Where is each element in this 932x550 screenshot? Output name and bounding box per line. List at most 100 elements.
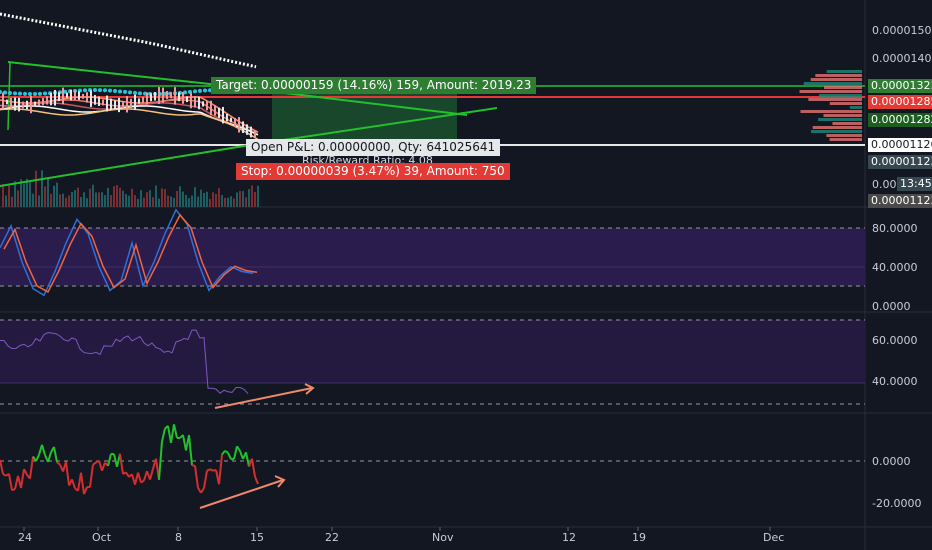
volume-profile-bar — [810, 78, 862, 81]
osc-segment — [92, 461, 97, 466]
volume-bar — [245, 197, 247, 207]
volume-profile-bar — [832, 122, 862, 125]
candle — [2, 92, 4, 109]
cyan-ma-dot — [193, 89, 197, 94]
candle — [158, 87, 160, 104]
volume-bar — [95, 192, 97, 207]
osc-segment — [173, 424, 178, 439]
candle — [130, 98, 132, 109]
osc-segment — [80, 472, 85, 495]
osc-segment — [245, 452, 250, 467]
candle — [250, 126, 252, 138]
candle — [234, 117, 236, 127]
osc-segment — [122, 471, 127, 475]
volume-profile-bar — [826, 134, 862, 137]
osc-segment — [221, 450, 226, 456]
candle — [54, 89, 56, 106]
volume-bar — [143, 197, 145, 207]
target-label[interactable]: Target: 0.00000159 (14.16%) 159, Amount:… — [211, 77, 537, 94]
price-tag-volume: 0.00001123 — [868, 194, 932, 208]
candle — [70, 89, 72, 101]
volume-bar — [176, 190, 178, 207]
volume-bar — [23, 184, 25, 207]
volume-bar — [155, 185, 157, 207]
volume-bar — [158, 198, 160, 207]
osc-divergence-arrow — [199, 479, 284, 509]
candle — [194, 96, 196, 108]
time-axis-label: 15 — [250, 531, 264, 544]
volume-bar — [35, 170, 37, 207]
stop-label[interactable]: Stop: 0.00000039 (3.47%) 39, Amount: 750 — [236, 163, 510, 180]
osc-segment — [140, 479, 145, 484]
volume-bar — [248, 189, 250, 207]
volume-profile-bar — [819, 94, 862, 97]
candle — [230, 117, 232, 123]
cyan-ma-dot — [138, 91, 142, 96]
candle — [82, 93, 84, 99]
volume-bar — [242, 191, 244, 207]
candle — [226, 113, 228, 122]
candle — [18, 97, 20, 112]
volume-profile-bar — [810, 130, 862, 133]
cyan-ma-dot — [0, 90, 2, 94]
osc-segment — [161, 428, 166, 442]
candle — [50, 92, 52, 106]
candle — [246, 124, 248, 135]
volume-bar — [194, 187, 196, 207]
volume-bar — [182, 191, 184, 207]
time-axis-label: 24 — [18, 531, 32, 544]
volume-profile-bar — [823, 114, 862, 117]
volume-bar — [221, 194, 223, 207]
volume-bar — [188, 198, 190, 207]
candle — [198, 96, 200, 110]
volume-bar — [80, 196, 82, 207]
osc-segment — [233, 446, 238, 460]
candle — [190, 92, 192, 109]
volume-bar — [14, 181, 16, 207]
volume-bar — [8, 185, 10, 207]
volume-bar — [164, 189, 166, 207]
osc-segment — [47, 452, 52, 463]
candle — [142, 96, 144, 103]
osc-segment — [71, 478, 76, 489]
arrow-head — [304, 383, 315, 395]
cyan-ma-dot — [103, 88, 107, 93]
cyan-ma-dot — [203, 88, 207, 93]
candle — [242, 121, 244, 133]
cyan-ma-dot — [13, 91, 17, 96]
open-pnl-label[interactable]: Open P&L: 0.00000000, Qty: 641025641 — [246, 139, 501, 156]
osc-segment — [206, 468, 211, 472]
volume-bar — [137, 198, 139, 207]
cyan-ma-dot — [18, 91, 22, 96]
volume-bar — [170, 196, 172, 207]
candle — [106, 95, 108, 112]
candle — [98, 96, 100, 106]
osc-segment — [29, 456, 34, 479]
cyan-ma-dot — [113, 88, 117, 93]
volume-bar — [209, 198, 211, 207]
volume-bar — [152, 197, 154, 207]
time-axis-label: 19 — [632, 531, 646, 544]
candle — [114, 100, 116, 110]
cyan-ma-dot — [28, 91, 32, 96]
candle — [94, 95, 96, 105]
candle — [222, 106, 224, 124]
candle — [66, 92, 68, 98]
osc-segment — [35, 454, 40, 462]
candle — [38, 99, 40, 107]
volume-bar — [98, 192, 100, 207]
volume-bar — [62, 193, 64, 207]
candle — [118, 97, 120, 113]
volume-profile-bar — [800, 110, 862, 113]
volume-bar — [71, 191, 73, 207]
osc-axis-label: 0.0000 — [872, 455, 911, 468]
osc-segment — [20, 468, 25, 489]
osc-segment — [65, 461, 70, 486]
rsi-line — [0, 329, 249, 394]
candle — [178, 92, 180, 102]
volume-bar — [92, 184, 94, 207]
volume-profile-bar — [818, 118, 862, 121]
candle — [102, 99, 104, 106]
candle — [6, 99, 8, 105]
